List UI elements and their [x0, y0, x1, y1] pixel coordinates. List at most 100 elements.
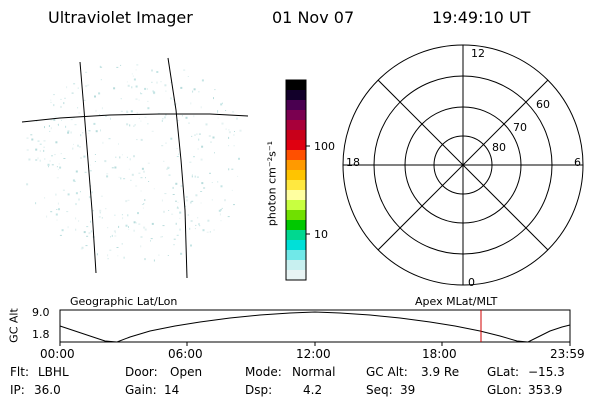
emission-speck [75, 228, 77, 231]
emission-speck [127, 84, 130, 87]
emission-speck [107, 254, 109, 257]
emission-speck [61, 229, 64, 232]
emission-speck [85, 245, 88, 247]
emission-speck [199, 225, 201, 227]
emission-speck [148, 181, 150, 182]
emission-speck [176, 234, 179, 236]
emission-speck [85, 85, 88, 88]
emission-speck [185, 205, 187, 207]
emission-speck [107, 258, 109, 260]
emission-speck [106, 173, 109, 175]
emission-speck [53, 104, 55, 107]
emission-speck [78, 220, 80, 222]
emission-speck [177, 201, 179, 203]
gc-alt-ytick: 9.0 [32, 306, 50, 319]
emission-speck [55, 213, 58, 216]
emission-speck [138, 172, 141, 174]
emission-speck [172, 99, 174, 101]
emission-speck [164, 193, 167, 195]
emission-speck [39, 150, 41, 152]
emission-speck [35, 148, 38, 151]
emission-speck [67, 130, 70, 132]
emission-speck [47, 163, 50, 166]
emission-speck [220, 209, 222, 211]
polar-mlt-plot [342, 44, 584, 286]
color-scale-cell [286, 150, 306, 161]
emission-speck [190, 244, 192, 247]
emission-speck [72, 147, 74, 150]
emission-speck [132, 75, 134, 77]
emission-speck [135, 185, 138, 187]
emission-speck [220, 185, 223, 188]
emission-speck [37, 140, 40, 142]
emission-speck [217, 181, 219, 183]
emission-speck [131, 73, 133, 75]
info-mode-key: Mode: [245, 365, 282, 379]
info-door-key: Door: [125, 365, 158, 379]
emission-speck [140, 93, 143, 95]
info-glon-key: GLon: [487, 383, 522, 397]
emission-speck [39, 143, 42, 145]
gc-alt-plot [59, 309, 571, 346]
color-scale-cell [286, 140, 306, 151]
emission-speck [231, 189, 233, 191]
emission-speck [151, 130, 154, 132]
emission-speck [144, 116, 147, 118]
emission-speck [198, 133, 201, 135]
emission-speck [110, 236, 111, 238]
emission-speck [72, 179, 75, 182]
emission-speck [126, 81, 128, 83]
geographic-image-panel [21, 57, 249, 279]
emission-speck [109, 249, 112, 251]
emission-speck [51, 164, 54, 166]
color-scale-cell [286, 220, 306, 231]
emission-speck [126, 156, 128, 158]
emission-speck [110, 117, 111, 120]
emission-speck [60, 98, 62, 100]
gc-alt-ytick: 1.8 [32, 328, 50, 341]
info-gain-value: 14 [164, 383, 180, 397]
emission-speck [225, 110, 227, 111]
emission-speck [177, 206, 179, 209]
emission-speck [126, 110, 128, 113]
emission-speck [189, 161, 192, 163]
emission-speck [107, 227, 109, 229]
emission-speck [140, 245, 142, 248]
emission-speck [141, 167, 144, 170]
emission-speck [198, 138, 200, 141]
emission-speck [44, 158, 46, 160]
emission-speck [90, 220, 91, 223]
emission-speck [133, 221, 136, 224]
time-label: 19:49:10 UT [432, 8, 531, 27]
emission-speck [170, 97, 172, 100]
emission-speck [180, 185, 183, 187]
emission-speck [133, 229, 135, 232]
emission-speck [196, 176, 199, 178]
gc-alt-xtick-label: 12:00 [296, 347, 331, 361]
emission-speck [162, 225, 165, 227]
color-scale-bar [285, 79, 310, 281]
emission-speck [160, 81, 162, 83]
info-glon-value: 353.9 [528, 383, 563, 397]
emission-speck [113, 230, 116, 233]
emission-speck [194, 228, 196, 230]
emission-speck [46, 215, 48, 218]
emission-speck [99, 209, 102, 212]
emission-speck [143, 170, 145, 173]
emission-speck [123, 256, 125, 259]
emission-speck [105, 115, 107, 117]
emission-speck [200, 202, 202, 204]
emission-speck [75, 203, 77, 206]
emission-speck [138, 117, 140, 119]
emission-speck [233, 204, 235, 206]
emission-speck [130, 179, 132, 181]
emission-speck [151, 222, 154, 225]
gc-alt-xtick-label: 06:00 [168, 347, 203, 361]
emission-speck [224, 199, 226, 202]
emission-speck [170, 137, 173, 140]
gc-alt-xtick-label: 00:00 [40, 347, 75, 361]
emission-speck [195, 224, 197, 226]
emission-speck [100, 129, 101, 132]
emission-speck [98, 92, 101, 95]
emission-speck [227, 216, 230, 218]
